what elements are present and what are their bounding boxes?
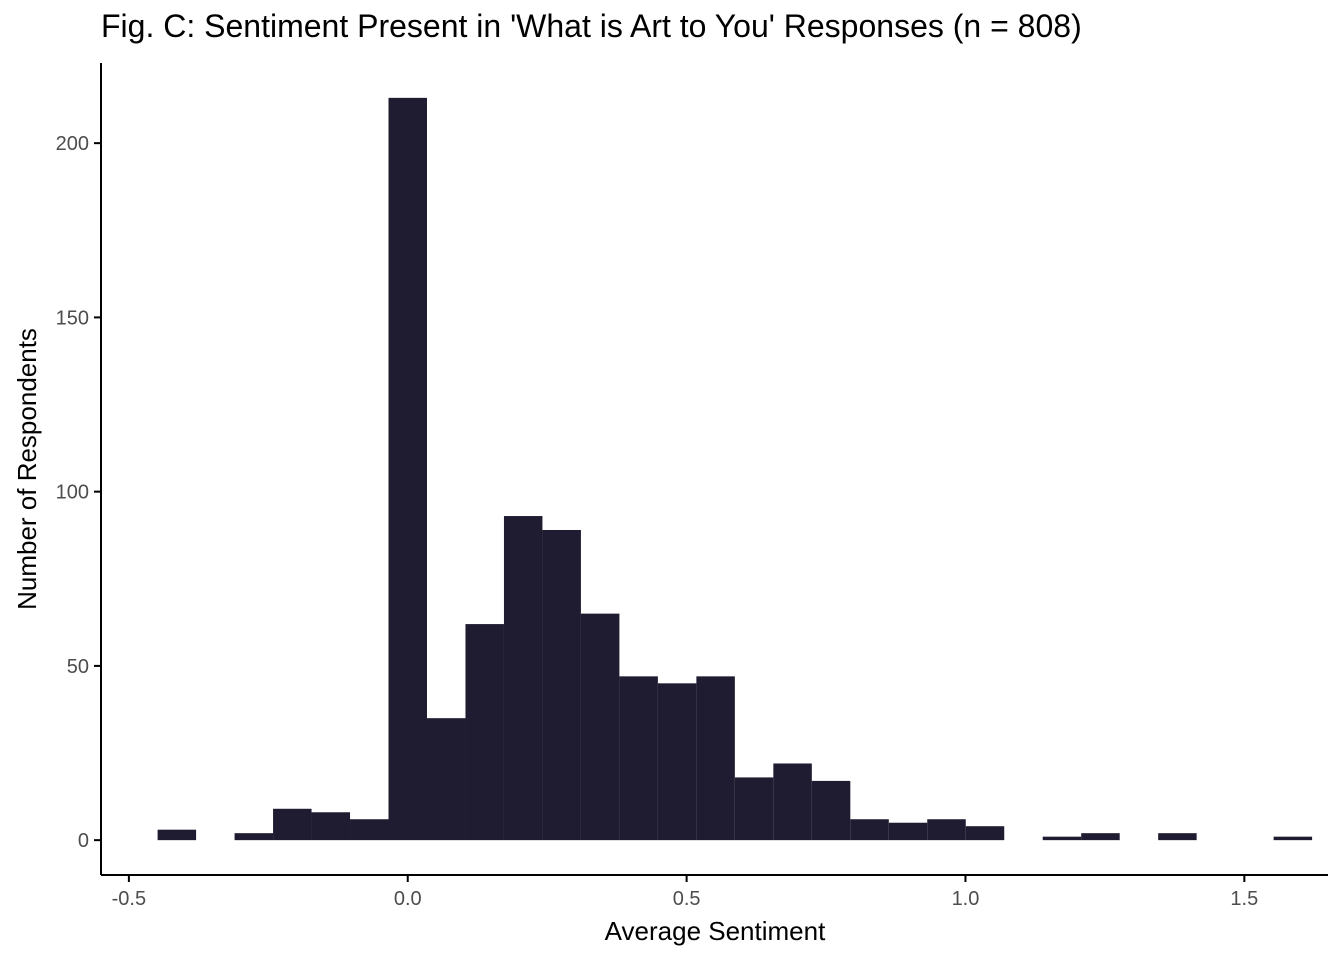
histogram-bar [811,780,851,841]
histogram-bar [1273,836,1313,841]
y-axis-title: Number of Respondents [12,328,42,610]
histogram-bar [1158,833,1197,841]
histogram-bar [542,529,581,841]
histogram-bar [503,516,543,841]
histogram-bar [234,833,274,841]
histogram-bar [426,718,466,841]
x-axis-title: Average Sentiment [605,916,826,946]
histogram-bar [927,819,966,841]
histogram-bar [350,819,389,841]
histogram-bar [311,812,351,841]
histogram-bar [965,826,1005,841]
histogram-bar [773,763,812,841]
histogram-bar [657,683,697,841]
axes-group: 0 50 100 150 200 -0.5 0.0 0.5 1.0 1.5 [56,63,1328,910]
histogram-bar [388,97,427,841]
histogram-bar [1081,833,1120,841]
x-tick-label: 1.5 [1230,888,1258,910]
histogram-bar [734,777,774,841]
histogram-bar [273,808,312,841]
histogram-bar [580,613,620,841]
chart-title: Fig. C: Sentiment Present in 'What is Ar… [101,8,1082,44]
y-tick-label: 50 [67,656,89,678]
histogram-bar [619,676,658,841]
histogram-bar [888,822,928,841]
histogram-bar [696,676,735,841]
histogram-bar [850,819,889,841]
x-tick-label: 0.5 [673,888,701,910]
histogram-bar [465,624,504,841]
y-tick-label: 0 [78,830,89,852]
y-tick-label: 200 [56,133,89,155]
y-tick-label: 100 [56,482,89,504]
x-tick-label: 0.0 [394,888,422,910]
x-tick-label: -0.5 [112,888,146,910]
y-tick-label: 150 [56,307,89,329]
bars-group [157,97,1313,841]
x-tick-label: 1.0 [952,888,980,910]
histogram-bar [157,829,197,841]
histogram-bar [1042,836,1082,841]
